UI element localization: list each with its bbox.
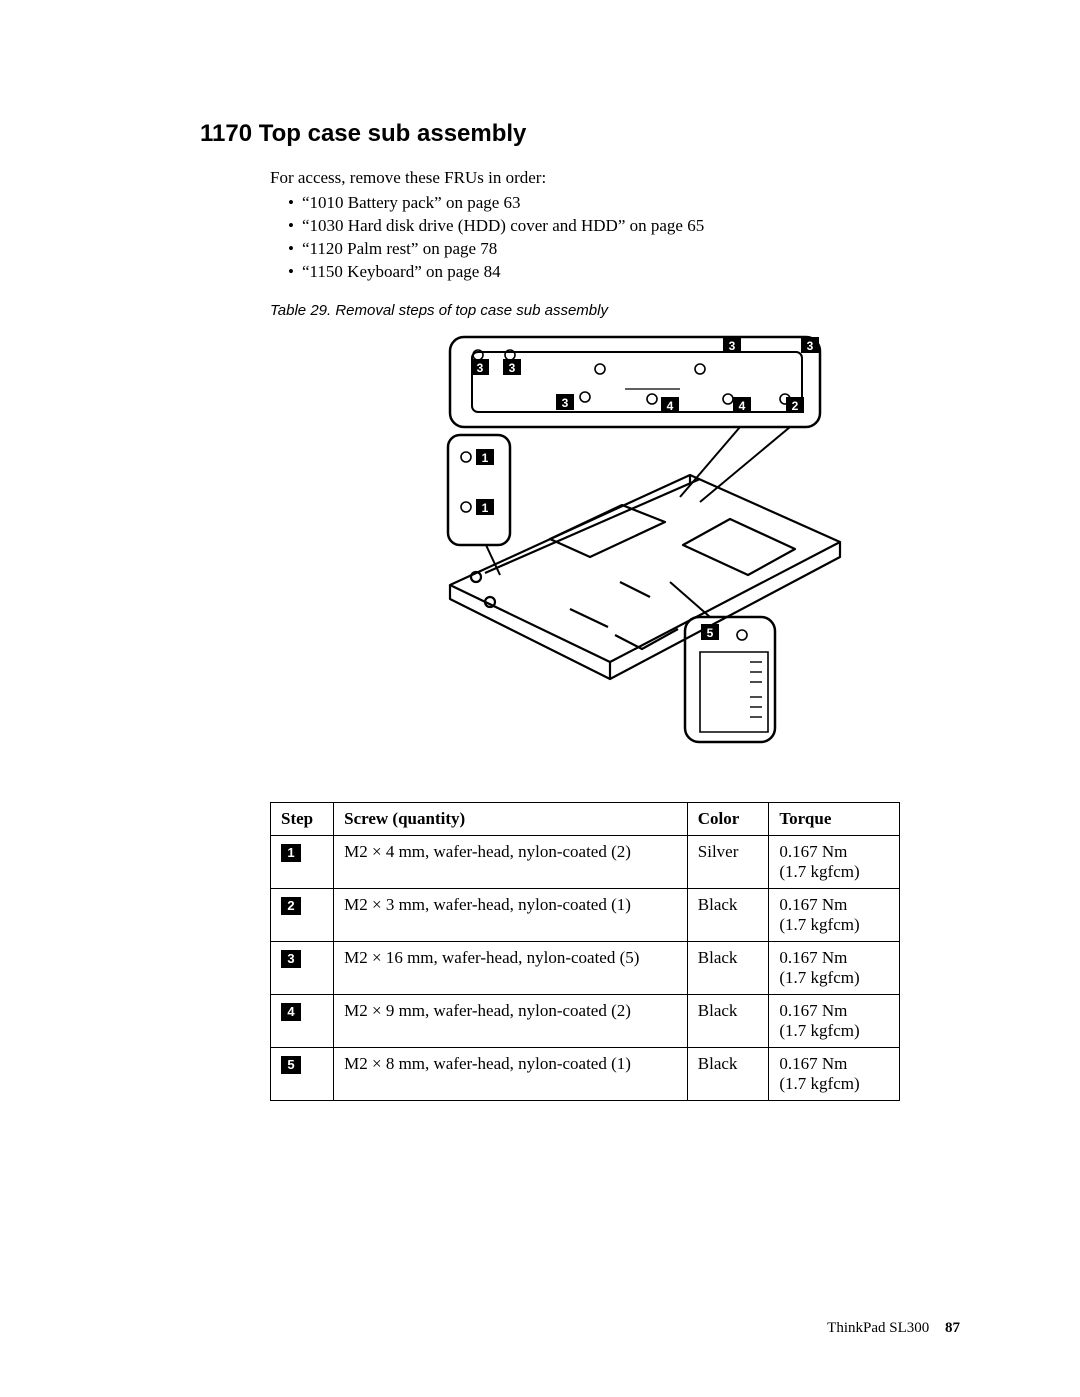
callout-badge: 4 [661,397,679,413]
svg-text:1: 1 [482,501,489,515]
intro-line: For access, remove these FRUs in order: [270,168,960,188]
cell-step: 4 [271,994,334,1047]
callout-badge: 2 [786,397,804,413]
svg-text:2: 2 [792,399,799,413]
svg-text:3: 3 [807,339,814,353]
callout-badge: 1 [476,449,494,465]
cell-color: Silver [687,835,769,888]
step-badge: 5 [281,1056,301,1074]
callout-badge: 3 [556,394,574,410]
table-row: 5 M2 × 8 mm, wafer-head, nylon-coated (1)… [271,1047,900,1100]
svg-text:5: 5 [707,626,714,640]
cell-step: 1 [271,835,334,888]
col-screw: Screw (quantity) [334,802,688,835]
document-page: 1170 Top case sub assembly For access, r… [0,0,1080,1397]
fru-item: “1030 Hard disk drive (HDD) cover and HD… [288,215,960,238]
cell-torque: 0.167 Nm(1.7 kgfcm) [769,835,900,888]
page-footer: ThinkPad SL300 87 [827,1320,960,1337]
fru-item: “1150 Keyboard” on page 84 [288,261,960,284]
svg-text:3: 3 [729,339,736,353]
table-caption: Table 29. Removal steps of top case sub … [270,302,960,319]
callout-badge: 3 [801,337,819,353]
col-torque: Torque [769,802,900,835]
cell-torque: 0.167 Nm(1.7 kgfcm) [769,941,900,994]
cell-screw: M2 × 9 mm, wafer-head, nylon-coated (2) [334,994,688,1047]
step-badge: 4 [281,1003,301,1021]
svg-text:1: 1 [482,451,489,465]
callout-badge: 3 [503,359,521,375]
cell-color: Black [687,994,769,1047]
footer-page: 87 [945,1320,960,1336]
col-step: Step [271,802,334,835]
svg-text:3: 3 [477,361,484,375]
svg-text:3: 3 [509,361,516,375]
col-color: Color [687,802,769,835]
cell-color: Black [687,941,769,994]
cell-screw: M2 × 3 mm, wafer-head, nylon-coated (1) [334,888,688,941]
cell-color: Black [687,888,769,941]
svg-text:4: 4 [739,399,746,413]
cell-step: 3 [271,941,334,994]
cell-screw: M2 × 16 mm, wafer-head, nylon-coated (5) [334,941,688,994]
cell-torque: 0.167 Nm(1.7 kgfcm) [769,994,900,1047]
intro-block: For access, remove these FRUs in order: … [270,168,960,284]
callout-badge: 5 [701,624,719,640]
table-row: 3 M2 × 16 mm, wafer-head, nylon-coated (5… [271,941,900,994]
cell-step: 5 [271,1047,334,1100]
callout-badge: 1 [476,499,494,515]
step-badge: 1 [281,844,301,862]
cell-step: 2 [271,888,334,941]
cell-torque: 0.167 Nm(1.7 kgfcm) [769,1047,900,1100]
fru-item: “1010 Battery pack” on page 63 [288,192,960,215]
table-row: 1 M2 × 4 mm, wafer-head, nylon-coated (2)… [271,835,900,888]
cell-torque: 0.167 Nm(1.7 kgfcm) [769,888,900,941]
footer-model: ThinkPad SL300 [827,1320,929,1336]
screw-table: Step Screw (quantity) Color Torque 1 M2 ×… [270,802,900,1101]
assembly-diagram: 3 3 3 3 3 4 4 2 1 1 5 [390,327,860,767]
table-header-row: Step Screw (quantity) Color Torque [271,802,900,835]
svg-text:4: 4 [667,399,674,413]
callout-badge: 4 [733,397,751,413]
table-row: 2 M2 × 3 mm, wafer-head, nylon-coated (1)… [271,888,900,941]
cell-screw: M2 × 8 mm, wafer-head, nylon-coated (1) [334,1047,688,1100]
step-badge: 3 [281,950,301,968]
cell-screw: M2 × 4 mm, wafer-head, nylon-coated (2) [334,835,688,888]
table-row: 4 M2 × 9 mm, wafer-head, nylon-coated (2)… [271,994,900,1047]
fru-item: “1120 Palm rest” on page 78 [288,238,960,261]
step-badge: 2 [281,897,301,915]
callout-badge: 3 [723,337,741,353]
callout-badge: 3 [471,359,489,375]
section-heading: 1170 Top case sub assembly [200,120,960,148]
cell-color: Black [687,1047,769,1100]
svg-text:3: 3 [562,396,569,410]
diagram-svg: 3 3 3 3 3 4 4 2 1 1 5 [390,327,860,767]
fru-list: “1010 Battery pack” on page 63 “1030 Har… [270,192,960,284]
